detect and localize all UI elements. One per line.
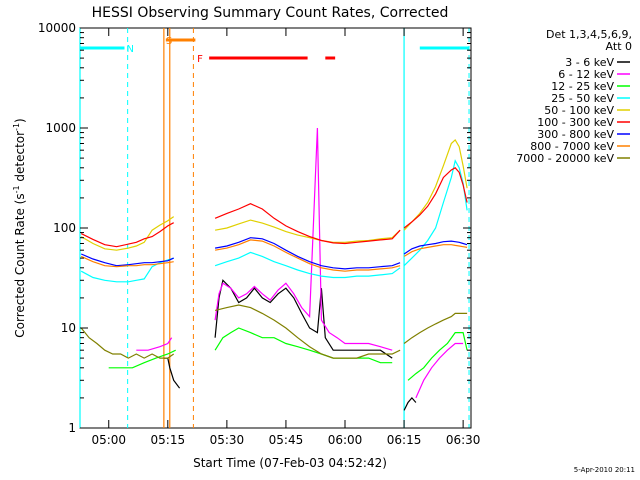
y-axis-label-sup2: -1 [12, 123, 21, 131]
series-line-series-8 [80, 327, 175, 359]
saa-label: S [166, 36, 172, 47]
y-axis-label-end: ) [13, 118, 27, 123]
legend-label-6: 300 - 800 keV [537, 128, 614, 141]
y-axis-ticks: 1 10 100 1000 10000 [38, 21, 471, 435]
series-line-series_b-1 [214, 127, 393, 351]
timestamp: 5-Apr-2010 20:11 [574, 466, 635, 474]
legend-label-5: 100 - 300 keV [537, 116, 614, 129]
series-line-series_b-3 [214, 251, 401, 279]
series-line-series-6 [80, 253, 174, 267]
observing-flags: N S F [79, 28, 470, 428]
series-line-series_b-7 [214, 239, 401, 272]
x-axis-ticks: 05:00 05:15 05:30 05:45 06:00 06:15 06:30 [91, 28, 480, 447]
legend-header-1: Att 0 [606, 40, 632, 53]
series-line-series_b-4 [214, 219, 401, 243]
x-tick-label-1: 05:15 [151, 433, 186, 447]
series-line-series_c-4 [403, 138, 468, 231]
series-line-series-2 [108, 349, 176, 369]
y-axis-label-mid: detector [13, 131, 27, 186]
night-label: N [126, 44, 133, 55]
x-axis-label: Start Time (07-Feb-03 04:52:42) [193, 456, 387, 470]
series-line-series-7 [80, 255, 174, 268]
series-line-series_c-3 [403, 159, 468, 267]
series-line-series_c-2 [407, 332, 468, 381]
x-tick-label-5: 06:15 [387, 433, 422, 447]
x-tick-label-4: 06:00 [328, 433, 363, 447]
series-line-series-5 [80, 222, 174, 248]
y-tick-label-1: 10 [61, 321, 76, 335]
y-axis-label-main: Corrected Count Rate (s [13, 193, 27, 337]
series-line-series_b-0 [214, 279, 393, 359]
y-tick-label-2: 100 [53, 221, 76, 235]
chart-title: HESSI Observing Summary Count Rates, Cor… [92, 5, 449, 21]
series-group [80, 127, 468, 411]
legend-label-7: 800 - 7000 keV [530, 140, 614, 153]
legend-label-8: 7000 - 20000 keV [516, 152, 614, 165]
y-tick-label-0: 1 [68, 421, 76, 435]
series-line-series_c-8 [403, 312, 468, 344]
series-line-series_b-8 [214, 304, 401, 359]
series-line-series_c-1 [415, 342, 464, 399]
legend-label-4: 50 - 100 keV [544, 104, 614, 117]
series-line-series-1 [136, 337, 173, 351]
series-line-series_c-0 [403, 396, 417, 411]
x-tick-label-0: 05:00 [91, 433, 126, 447]
series-line-series_c-7 [403, 244, 468, 257]
series-line-series_c-6 [403, 240, 468, 255]
x-tick-label-2: 05:30 [210, 433, 245, 447]
series-line-series-0 [163, 357, 181, 389]
series-line-series-4 [80, 216, 175, 251]
series-line-series_b-2 [214, 327, 393, 364]
y-tick-label-4: 10000 [38, 21, 76, 35]
legend-header-0: Det 1,3,4,5,6,9, [546, 28, 632, 41]
legend-label-1: 6 - 12 keV [558, 68, 614, 81]
x-tick-label-6: 06:30 [446, 433, 481, 447]
y-axis-label: Corrected Count Rate (s-1 detector-1) [12, 118, 27, 337]
flare-label: F [197, 54, 203, 65]
series-line-series_c-5 [403, 167, 468, 229]
legend-label-2: 12 - 25 keV [551, 80, 614, 93]
legend-label-0: 3 - 6 keV [565, 56, 614, 69]
y-tick-label-3: 1000 [45, 121, 76, 135]
series-line-series_b-6 [214, 237, 401, 270]
y-axis-label-sup1: -1 [12, 185, 21, 193]
series-line-series_b-5 [214, 203, 401, 245]
legend-label-3: 25 - 50 keV [551, 92, 614, 105]
x-tick-label-3: 05:45 [269, 433, 304, 447]
